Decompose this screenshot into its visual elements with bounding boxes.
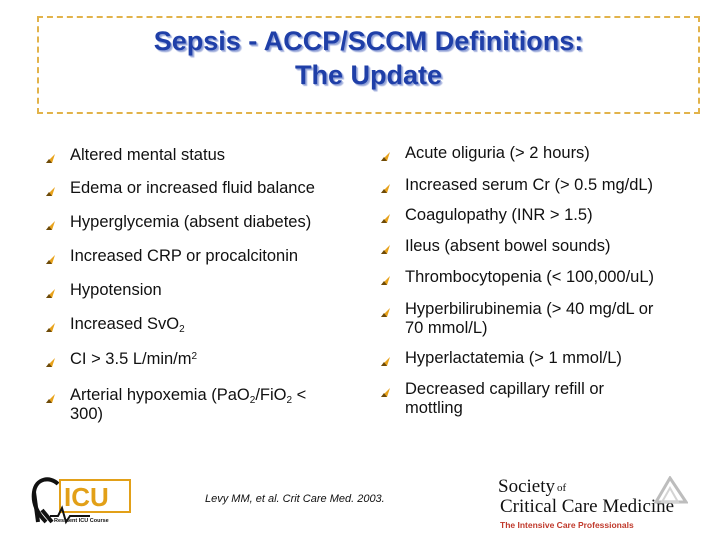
bullet-icon [379,148,391,161]
bullet-icon [44,390,56,403]
bullet-icon [379,272,391,285]
list-item-text: Increased SvO2 [70,315,354,335]
sccm-name: Critical Care Medicine [500,496,675,517]
text-part: Hyperbilirubinemia (> 40 mg/dL or [405,300,654,318]
text-part: Arterial hypoxemia (PaO [70,386,250,404]
sccm-tagline: The Intensive Care Professionals [500,520,634,530]
bullet-icon [44,150,56,163]
sccm-mark-icon [654,476,688,504]
slide-title: Sepsis - ACCP/SCCM Definitions: The Upda… [37,24,700,92]
text-part: mottling [405,399,463,417]
bullet-icon [379,384,391,397]
title-line-2: The Update [294,60,442,90]
list-item-text: Altered mental status [70,146,225,164]
bullet-icon [44,251,56,264]
text-part: /FiO [255,386,287,404]
title-frame [37,16,700,114]
text-part: CI > 3.5 L/min/m [70,350,192,368]
text-part: 300) [70,405,104,423]
sccm-logo: Society of Critical Care Medicine The In… [498,476,698,532]
bullet-icon [44,319,56,332]
list-item-text: Coagulopathy (INR > 1.5) [405,206,593,224]
subscript: 2 [249,395,256,406]
list-item-text: Hyperbilirubinemia (> 40 mg/dL or 70 mmol… [405,300,699,338]
bullet-icon [379,304,391,317]
sccm-of: of [557,482,567,494]
subscript: 2 [179,324,185,335]
text-part: < [292,386,307,404]
list-item-text: Increased serum Cr (> 0.5 mg/dL) [405,176,654,194]
list-item-text: Hyperglycemia (absent diabetes) [70,213,312,231]
subscript: 2 [286,395,293,406]
bullet-icon [379,180,391,193]
citation: Levy MM, et al. Crit Care Med. 2003. [205,493,385,505]
bullet-icon [44,285,56,298]
list-item-text: Edema or increased fluid balance [70,179,315,197]
list-item-text: Hyperlactatemia (> 1 mmol/L) [405,349,622,367]
list-item-text: Increased CRP or procalcitonin [70,247,299,265]
bullet-icon [379,241,391,254]
bullet-icon [44,354,56,367]
text-part: Increased SvO [70,315,180,333]
title-line-1: Sepsis - ACCP/SCCM Definitions: [153,26,584,56]
text-part: 70 mmol/L) [405,319,488,337]
sccm-society: Society [498,476,555,497]
bullet-icon [44,217,56,230]
bullet-icon [44,183,56,196]
list-item-text: Hypotension [70,281,162,299]
list-item-text: Decreased capillary refill or mottling [405,380,699,418]
superscript: 2 [191,351,198,362]
ricu-logo: ICU Resident ICU Course [28,472,138,530]
svg-text:ICU: ICU [64,482,109,512]
list-item-text: Acute oliguria (> 2 hours) [405,144,590,162]
ricu-caption: Resident ICU Course [54,518,109,524]
text-part: Decreased capillary refill or [405,380,604,398]
list-item-text: Ileus (absent bowel sounds) [405,237,611,255]
bullet-icon [379,353,391,366]
list-item-text: CI > 3.5 L/min/m2 [70,350,354,369]
list-item-text: Thrombocytopenia (< 100,000/uL) [405,268,655,286]
list-item-text: Arterial hypoxemia (PaO2/FiO2 <300) [70,386,354,424]
bullet-icon [379,210,391,223]
